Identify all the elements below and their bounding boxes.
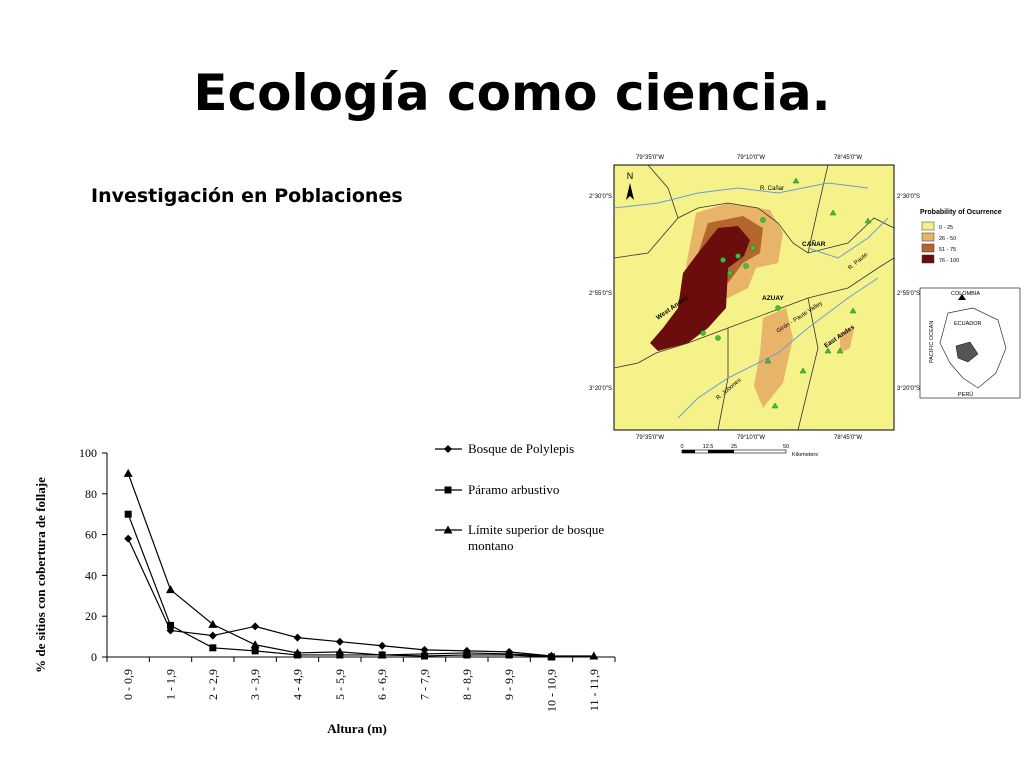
x-axis-label: Altura (m) xyxy=(327,721,387,736)
x-tick-label: 3 - 3,9 xyxy=(248,669,262,700)
data-point-triangle xyxy=(335,647,345,656)
x-tick-label: 9 - 9,9 xyxy=(502,669,516,700)
x-tick-label: 4 - 4,9 xyxy=(291,669,305,700)
distribution-map: N 79°35'0"W 79°10'0"W 78°45'0"W 79°35'0"… xyxy=(589,155,1021,458)
inset-colombia: COLOMBIA xyxy=(951,291,980,297)
coord-left-3: 3°20'0"S xyxy=(589,386,612,392)
map-background xyxy=(613,164,895,431)
data-point-square xyxy=(124,510,132,518)
data-point-diamond xyxy=(293,633,302,642)
y-tick-label: 40 xyxy=(85,568,97,582)
data-point-triangle xyxy=(208,619,218,628)
scale-label-0: 0 xyxy=(680,444,683,450)
coord-right-1: 2°30'0"S xyxy=(897,194,920,200)
coord-bottom-3: 78°45'0"W xyxy=(834,435,862,441)
x-tick-label: 7 - 7,9 xyxy=(418,669,432,700)
data-point-square xyxy=(251,647,259,655)
map-legend-swatch xyxy=(921,254,935,264)
scale-label-25: 25 xyxy=(731,444,737,450)
legend-label: Páramo arbustivo xyxy=(468,482,559,497)
data-point-triangle xyxy=(420,649,429,658)
north-arrow: N xyxy=(626,171,634,200)
inset-peru: PERÚ xyxy=(958,391,973,398)
data-point-triangle xyxy=(293,648,302,657)
map-coords: 79°35'0"W 79°10'0"W 78°45'0"W 79°35'0"W … xyxy=(589,155,920,441)
x-tick-label: 10 - 10,9 xyxy=(545,669,559,712)
coord-top-3: 78°45'0"W xyxy=(834,155,862,161)
data-point-diamond xyxy=(124,534,133,543)
data-point-triangle xyxy=(504,649,514,658)
data-point-triangle xyxy=(462,648,472,657)
x-tick-label: 0 - 0,9 xyxy=(121,669,135,700)
label-r-canar: R. Cañar xyxy=(760,186,784,192)
data-point-diamond xyxy=(166,626,175,635)
occurrence-points-triangles xyxy=(764,177,872,409)
data-point-triangle xyxy=(123,468,133,477)
occurrence-points-circles xyxy=(700,217,781,341)
data-point-triangle xyxy=(166,585,175,594)
slide-title: Ecología como ciencia. xyxy=(193,64,831,122)
data-point-diamond xyxy=(208,631,217,640)
data-point-square xyxy=(209,644,217,652)
coord-right-3: 3°20'0"S xyxy=(897,386,920,392)
y-tick-label: 100 xyxy=(79,446,97,460)
data-point-diamond xyxy=(378,641,387,650)
y-tick-label: 60 xyxy=(85,528,97,542)
slide-subtitle: Investigación en Poblaciones xyxy=(91,185,403,207)
map-legend-label: 26 - 50 xyxy=(939,236,956,242)
x-tick-label: 11 - 11,9 xyxy=(587,669,601,711)
data-point-triangle xyxy=(547,651,556,660)
coord-bottom-1: 79°35'0"W xyxy=(636,435,664,441)
scale-label-12: 12.5 xyxy=(703,444,714,450)
coord-bottom-2: 79°10'0"W xyxy=(737,435,765,441)
y-tick-label: 0 xyxy=(91,650,97,664)
inset-map: COLOMBIA ECUADOR PERÚ PACIFIC OCEAN xyxy=(919,287,1021,399)
north-label: N xyxy=(627,171,634,181)
y-tick-label: 80 xyxy=(85,487,97,501)
series-line-2 xyxy=(127,473,594,657)
rivers xyxy=(613,182,889,419)
province-boundaries xyxy=(613,164,895,431)
data-point-diamond xyxy=(251,622,260,631)
legend-marker-diamond xyxy=(444,445,452,453)
map-legend-title: Probability of Ocurrence xyxy=(920,209,1002,216)
probability-layer-76-100 xyxy=(650,226,750,351)
data-point-triangle xyxy=(589,651,599,660)
scale-label-unit: Kilometers xyxy=(792,452,818,458)
legend-label: Límite superior de bosque montano xyxy=(468,522,604,553)
y-axis-label: % de sitios con cobertura de follaje xyxy=(33,477,48,673)
legend-marker-square xyxy=(444,486,452,494)
map-legend-label: 76 - 100 xyxy=(939,258,959,264)
coord-top-1: 79°35'0"W xyxy=(636,155,664,161)
data-point-square xyxy=(167,621,174,629)
coord-right-2: 2°55'0"S xyxy=(897,291,920,297)
line-chart: 0 20 40 60 80 100 0 - 0,9 1 - 1,9 2 - 2,9 3 - 3,… xyxy=(33,441,616,736)
map-legend-label: 0 - 25 xyxy=(939,225,953,231)
coord-left-1: 2°30'0"S xyxy=(589,194,612,200)
map-legend-swatch xyxy=(921,232,935,242)
scale-label-50: 50 xyxy=(783,444,789,450)
inset-pacific: PACIFIC OCEAN xyxy=(929,321,935,363)
map-legend-label: 51 - 75 xyxy=(939,247,956,253)
label-canar: CAÑAR xyxy=(802,239,826,248)
x-tick-label: 2 - 2,9 xyxy=(206,669,220,700)
map-legend-swatch xyxy=(921,243,935,253)
legend-marker-triangle xyxy=(443,525,453,534)
x-tick-label: 6 - 6,9 xyxy=(375,669,389,700)
map-legend: Probability of Ocurrence 0 - 25 26 - 50 51… xyxy=(920,209,1002,264)
x-tick-label: 1 - 1,9 xyxy=(164,669,178,700)
x-tick-label: 8 - 8,9 xyxy=(460,669,474,700)
map-legend-swatch xyxy=(921,221,935,231)
data-point-diamond xyxy=(335,637,344,646)
x-tick-label: 5 - 5,9 xyxy=(333,669,347,700)
data-point-triangle xyxy=(250,640,260,649)
inset-ecuador: ECUADOR xyxy=(954,321,982,327)
label-azuay: AZUAY xyxy=(762,295,784,302)
scale-bar: 0 12.5 25 50 Kilometers xyxy=(680,444,818,458)
y-tick-label: 20 xyxy=(85,609,97,623)
coord-top-2: 79°10'0"W xyxy=(737,155,765,161)
coord-left-2: 2°55'0"S xyxy=(589,291,612,297)
legend-label: Bosque de Polylepis xyxy=(468,441,574,456)
data-point-triangle xyxy=(377,650,387,659)
